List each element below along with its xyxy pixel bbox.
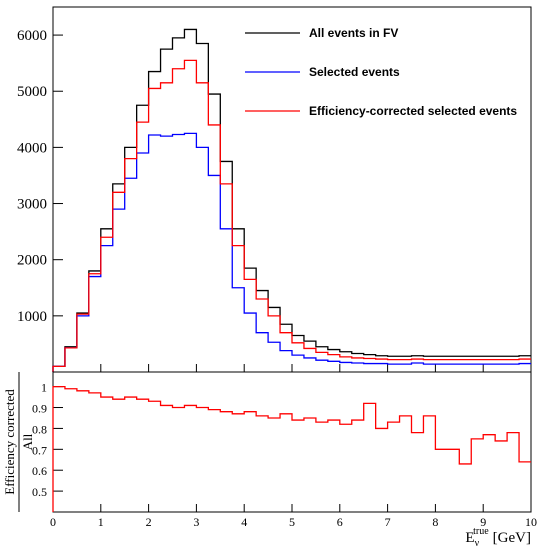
x-tick-label: 6	[337, 515, 343, 529]
legend-label-corrected: Efficiency-corrected selected events	[309, 104, 517, 118]
legend: All events in FV Selected events Efficie…	[245, 26, 517, 118]
ratio-y-label-denominator: All	[20, 433, 35, 450]
x-tick-label: 7	[385, 515, 391, 529]
series-line-2	[52, 59, 531, 372]
legend-label-selected: Selected events	[309, 65, 400, 79]
y-tick-label: 2000	[17, 253, 47, 269]
x-axis-title-subscript: ν	[475, 538, 480, 549]
y-tick-label: 0.8	[32, 422, 47, 436]
ratio-y-label-numerator: Efficiency corrected	[2, 389, 17, 495]
legend-label-all: All events in FV	[309, 26, 398, 40]
y-tick-label: 4000	[17, 140, 47, 156]
x-axis-title: Eνtrue [GeV]	[465, 526, 531, 549]
ratio-histogram	[52, 385, 531, 512]
x-tick-label: 3	[193, 515, 199, 529]
ratio-y-label: Efficiency corrected All	[2, 372, 35, 512]
y-tick-label: 0.7	[32, 443, 47, 457]
x-axis-title-superscript: true	[473, 526, 489, 537]
x-tick-label: 10	[525, 515, 537, 529]
top-y-axis: 1000 2000 3000 4000 5000 6000	[17, 28, 532, 372]
y-tick-label: 5000	[17, 84, 47, 100]
y-tick-label: 0.6	[32, 464, 47, 478]
x-tick-label: 5	[289, 515, 295, 529]
x-tick-label: 4	[241, 515, 247, 529]
x-tick-label: 0	[50, 515, 56, 529]
ratio-y-axis: 0.5 0.6 0.7 0.8 0.9 1	[32, 381, 532, 512]
y-tick-label: 3000	[17, 197, 47, 213]
x-tick-label: 2	[146, 515, 152, 529]
x-axis-title-unit: [GeV]	[493, 530, 531, 546]
ratio-line	[52, 385, 531, 512]
x-tick-label: 9	[480, 515, 486, 529]
top-histograms	[52, 28, 531, 372]
x-axis: 0 1 2 3 4 5 6 7 8 9 10	[50, 515, 537, 529]
y-tick-label: 1	[41, 381, 47, 395]
x-tick-label: 1	[98, 515, 104, 529]
series-line-1	[52, 132, 531, 372]
y-tick-label: 6000	[17, 28, 47, 44]
x-tick-label: 8	[432, 515, 438, 529]
y-tick-label: 1000	[17, 309, 47, 325]
y-tick-label: 0.5	[32, 485, 47, 499]
ratio-panel-frame	[52, 371, 532, 513]
y-tick-label: 0.9	[32, 402, 47, 416]
x-axis-title-base: E	[465, 530, 474, 546]
